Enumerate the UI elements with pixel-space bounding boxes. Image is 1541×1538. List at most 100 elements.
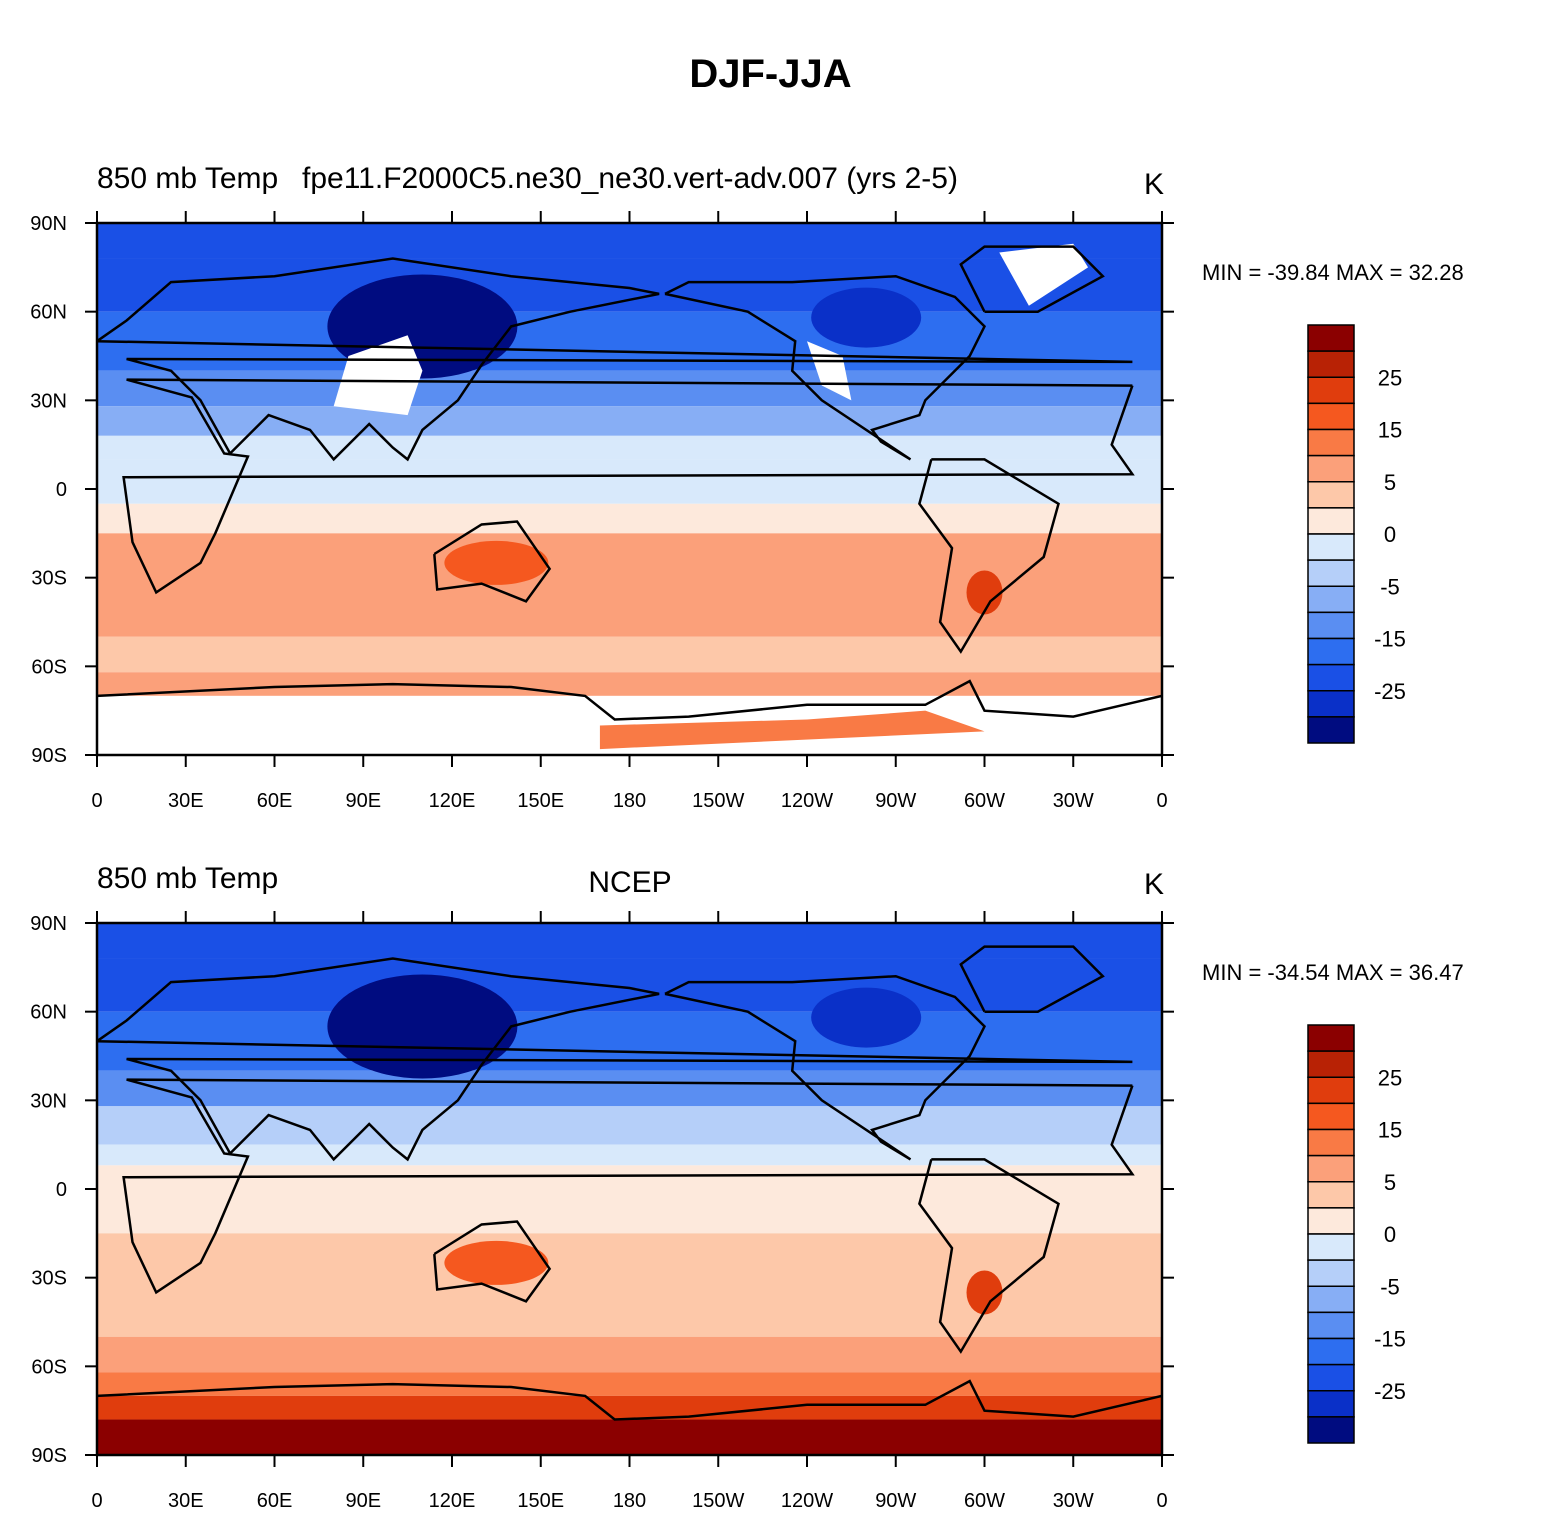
lat-tick-label: 90N — [30, 213, 67, 235]
lat-tick-label: 90S — [31, 1445, 67, 1467]
warm-core — [966, 1270, 1003, 1315]
lon-tick-label: 90E — [345, 790, 381, 812]
coastline — [433, 520, 552, 603]
contour-band — [97, 1233, 1162, 1337]
colorbar-label: -5 — [1380, 574, 1400, 599]
contour-band — [97, 435, 1162, 460]
colorbar-swatch — [1307, 1311, 1355, 1340]
contour-band — [97, 406, 1162, 436]
lon-tick-label: 180 — [613, 1490, 646, 1512]
lon-tick-label: 60W — [964, 790, 1005, 812]
colorbar-swatch — [1307, 1285, 1355, 1314]
lon-tick-label: 0 — [91, 790, 102, 812]
colorbar-label: -15 — [1374, 1327, 1406, 1352]
temperature-map: 90N 60N 30N 0 30S 60S 90S 0 30E 60E 90E 120E 150E 180… — [30, 211, 1406, 812]
lon-tick-label: 150E — [517, 790, 564, 812]
colorbar-swatch — [1307, 350, 1355, 378]
lat-tick-label: 0 — [56, 479, 67, 501]
contour-band — [97, 1372, 1162, 1396]
lon-tick-label: 90W — [875, 790, 916, 812]
colorbar-label: 15 — [1378, 418, 1402, 443]
lon-tick-label: 150E — [517, 1490, 564, 1512]
contour-band — [97, 459, 1162, 504]
coastline — [122, 1078, 1135, 1295]
colorbar-swatch — [1307, 1207, 1355, 1235]
colorbar-swatch — [1307, 559, 1355, 587]
lon-tick-label: 120W — [781, 790, 833, 812]
contour-band — [97, 1070, 1162, 1107]
antarctic-shelf — [599, 710, 985, 750]
colorbar-swatch — [1307, 585, 1355, 614]
lat-tick-label: 60S — [31, 1356, 67, 1378]
lat-tick-label: 60S — [31, 656, 67, 678]
cold-core — [811, 287, 922, 348]
coastline — [959, 245, 1105, 313]
colorbar-swatch — [1307, 663, 1355, 692]
colorbar-label: 15 — [1378, 1118, 1402, 1143]
coastline — [97, 957, 1133, 1162]
lon-tick-label: 0 — [1156, 790, 1167, 812]
figure-title: DJF-JJA — [689, 52, 852, 96]
colorbar-swatch — [1307, 1050, 1355, 1078]
lon-tick-label: 30E — [168, 1490, 204, 1512]
contour-band — [97, 1419, 1162, 1455]
contour-band — [97, 958, 1162, 1012]
colorbar-swatch — [1307, 507, 1355, 535]
lat-tick-label: 90S — [31, 745, 67, 767]
map-panel-model: 850 mb Temp fpe11.F2000C5.ne30_ne30.vert… — [0, 0, 1541, 812]
missing-data — [333, 335, 423, 416]
lat-tick-label: 0 — [56, 1179, 67, 1201]
colorbar-swatch — [1307, 1154, 1355, 1183]
missing-data — [999, 243, 1089, 306]
colorbar-swatch — [1307, 1102, 1355, 1131]
panel-units: K — [1143, 868, 1164, 901]
coastline — [918, 458, 1060, 654]
contour-band — [97, 636, 1162, 673]
lat-tick-label: 90N — [30, 913, 67, 935]
colorbar-label: -25 — [1374, 679, 1406, 704]
contour-band — [97, 1144, 1162, 1166]
lon-tick-label: 150W — [692, 1490, 744, 1512]
contour-band — [97, 1336, 1162, 1373]
colorbar-label: 5 — [1384, 1170, 1396, 1195]
lat-tick-label: 30N — [30, 1090, 67, 1112]
lat-tick-label: 30S — [31, 568, 67, 590]
colorbar-label: -15 — [1374, 627, 1406, 652]
coastline — [433, 1220, 552, 1303]
lon-tick-label: 90W — [875, 1490, 916, 1512]
coastline — [918, 1158, 1060, 1354]
lon-tick-label: 120E — [429, 790, 476, 812]
coastline — [664, 274, 987, 461]
lon-tick-label: 150W — [692, 790, 744, 812]
lon-tick-label: 180 — [613, 790, 646, 812]
lat-tick-label: 60N — [30, 1002, 67, 1024]
colorbar-swatch — [1307, 376, 1355, 405]
lon-tick-label: 120E — [429, 1490, 476, 1512]
coastline — [97, 679, 1162, 721]
colorbar-swatch — [1307, 690, 1355, 718]
colorbar-swatch — [1307, 1181, 1355, 1209]
coastline — [122, 378, 1135, 595]
colorbar-label: 25 — [1378, 1065, 1402, 1090]
colorbar-label: 0 — [1384, 1222, 1396, 1247]
warm-core — [444, 1240, 549, 1285]
colorbar-swatch — [1307, 1363, 1355, 1392]
lon-tick-label: 120W — [781, 1490, 833, 1512]
colorbar-label: 0 — [1384, 522, 1396, 547]
colorbar-swatch — [1307, 1259, 1355, 1287]
min-max-readout: MIN = -34.54 MAX = 36.47 — [1202, 960, 1464, 985]
colorbar-swatch — [1307, 454, 1355, 483]
warm-core — [966, 570, 1003, 615]
contour-band — [97, 258, 1162, 312]
colorbar-swatch — [1307, 637, 1355, 666]
panel-left-string: 850 mb Temp — [97, 862, 279, 895]
colorbar-swatch — [1307, 481, 1355, 509]
panel-center-string: NCEP — [588, 866, 672, 899]
colorbar-swatch — [1307, 1337, 1355, 1366]
map-panel-ncep: 850 mb Temp NCEP K MIN = -34.54 MAX = 36… — [0, 700, 1541, 1512]
contour-band — [97, 223, 1162, 259]
lon-tick-label: 0 — [1156, 1490, 1167, 1512]
warm-core — [444, 540, 549, 585]
lon-tick-label: 30E — [168, 790, 204, 812]
contour-band — [97, 923, 1162, 959]
